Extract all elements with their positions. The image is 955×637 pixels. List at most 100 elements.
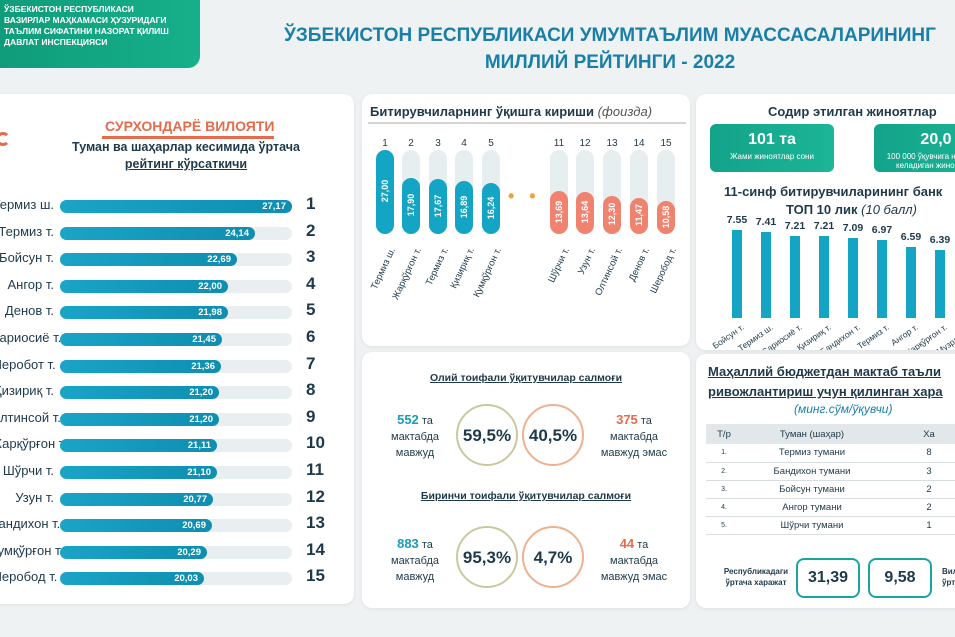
header-number: Т/р: [706, 424, 742, 444]
republic-average-value: 31,39: [796, 558, 860, 598]
higher-without-stat: 375 та мактабда мавжуд эмас: [584, 412, 684, 461]
first-without-count: 44: [619, 536, 635, 551]
budget-unit: (минг.сўм/ўқувчи): [794, 402, 893, 416]
first-category-title: Биринчи тоифали ўқитувчилар салмоғи: [362, 490, 690, 502]
top10-unit: (10 балл): [861, 202, 917, 217]
district-name: Шеробод т.: [0, 569, 58, 585]
admission-bar: [576, 192, 594, 234]
rank-number: 5: [306, 300, 316, 320]
republic-average-label-2: ўртача харажат: [725, 578, 787, 587]
top10-value: 7.09: [842, 222, 864, 234]
higher-category-title-text: Олий тоифали ўқитувчилар салмоғи: [429, 372, 623, 384]
top10-subtitle: ТОП 10 лик (10 балл): [786, 202, 917, 217]
rating-value: 24,14: [225, 227, 249, 239]
admission-title-underline: [368, 122, 686, 124]
first-with-stat: 883 та мактабда мавжуд: [380, 536, 450, 585]
rating-value: 20,69: [182, 520, 206, 532]
rank-number: 15: [306, 566, 325, 586]
higher-with-stat: 552 та мактабда мавжуд: [380, 412, 450, 461]
higher-without-text2: мавжуд эмас: [600, 447, 668, 459]
table-row: 4. Ангор тумани 2: [706, 498, 955, 517]
ranking-row: Ангор т. 22,00 4: [0, 274, 354, 298]
region-average-label-1: Вил: [942, 567, 955, 576]
rank-number: 7: [306, 353, 316, 373]
admission-title-text: Битирувчиларнинг ўқишга кириши: [370, 104, 594, 119]
ellipsis-dots: • • •: [508, 186, 562, 206]
admission-value: 12,30: [607, 202, 617, 226]
ranking-row: Сариосиё т. 21,45 6: [0, 327, 354, 351]
top10-subtitle-text: ТОП 10 лик: [786, 202, 858, 217]
table-row: 1. Термиз тумани 8: [706, 444, 955, 463]
bar-rank-number: 4: [461, 138, 467, 149]
rating-value: 22,69: [207, 254, 231, 266]
ranking-row: Жарқўрғон т. 21,11 10: [0, 433, 354, 457]
first-no-percent: 4,7%: [522, 526, 584, 588]
row-district: Бойсун тумани: [742, 480, 882, 499]
district-name: Узун т.: [15, 489, 54, 505]
admission-bar: [429, 179, 447, 234]
bar-rank-number: 5: [488, 138, 494, 149]
rank-number: 12: [306, 486, 325, 506]
row-expense: 1: [882, 516, 955, 535]
bar-rank-number: 3: [435, 138, 441, 149]
location-pin-icon: [0, 132, 10, 146]
top10-bar: [761, 232, 771, 318]
higher-without-unit: та: [640, 415, 652, 427]
row-number: 4.: [706, 498, 742, 517]
rank-number: 8: [306, 380, 316, 400]
budget-title-line2: ривожлантириш учун қилинган хара: [708, 384, 943, 399]
admission-bar: [550, 191, 568, 234]
page-title-line2: МИЛЛИЙ РЕЙТИНГИ - 2022: [484, 52, 736, 73]
row-expense: 3: [882, 462, 955, 481]
table-row: 5. Шўрчи тумани 1: [706, 516, 955, 535]
ranking-row: Шўрчи т. 21,10 11: [0, 460, 354, 484]
rating-value: 21,11: [187, 440, 211, 452]
logo-line: ВАЗИРЛАР МАҲКАМАСИ ҲУЗУРИДАГИ: [4, 15, 167, 25]
crimes-per-label: 100 000 ўқувчига нисбатан келадиган жино…: [886, 152, 955, 170]
ranking-row: Узун т. 20,77 12: [0, 487, 354, 511]
rating-bar: [60, 200, 292, 213]
row-number: 5.: [706, 516, 742, 535]
ranking-row: Қумқўрғон т. 20,29 14: [0, 540, 354, 564]
ranking-subtitle-line1: Туман ва шаҳарлар кесимида ўртача: [72, 140, 300, 154]
rank-number: 9: [306, 406, 316, 426]
logo-line: ЎЗБЕКИСТОН РЕСПУБЛИКАСИ: [4, 4, 134, 14]
top10-bar: [819, 236, 829, 318]
top10-value: 7.55: [726, 214, 748, 226]
budget-table: Т/р Туман (шаҳар) Ха 1. Термиз тумани 8 2. Б…: [706, 424, 955, 535]
region-title: СУРХОНДАРЁ ВИЛОЯТИ: [105, 118, 275, 134]
rating-value: 22,00: [198, 280, 222, 292]
rating-value: 21,45: [192, 334, 216, 345]
budget-title-line1: Маҳаллий бюджетдан мактаб таъли: [708, 364, 941, 379]
admission-value: 27,00: [380, 179, 390, 203]
district-name: Шўрчи т.: [2, 463, 54, 478]
top10-value: 7.41: [755, 216, 777, 228]
rank-number: 6: [306, 327, 316, 346]
rating-value: 20,03: [174, 573, 198, 585]
table-row: 3. Бойсун тумани 2: [706, 480, 955, 499]
bar-rank-number: 15: [660, 138, 672, 149]
budget-table-header: Т/р Туман (шаҳар) Ха: [706, 424, 955, 444]
rating-bar: [60, 545, 207, 559]
crimes-total-value: 101 та: [748, 131, 796, 148]
district-ranking-card: СУРХОНДАРЁ ВИЛОЯТИ Туман ва шаҳарлар кес…: [0, 94, 354, 604]
ranking-row: Қизириқ т. 21,20 8: [0, 380, 354, 404]
admission-bar: [657, 201, 675, 234]
first-without-text: мактабда: [610, 555, 658, 567]
rank-number: 4: [306, 273, 316, 293]
rating-value: 21,98: [198, 307, 222, 319]
teachers-card: Олий тоифали ўқитувчилар салмоғи 552 та …: [362, 352, 690, 608]
rank-number: 11: [306, 460, 324, 479]
admission-value: 17,67: [433, 194, 443, 217]
region-average-label-2: ўрт: [942, 578, 955, 587]
ranking-row: Термиз т. 24,14 2: [0, 221, 354, 245]
ranking-row: Шеробод т. 20,03 15: [0, 566, 354, 590]
admission-value: 11,47: [634, 203, 644, 227]
rating-bar: [60, 572, 204, 586]
admission-bar: [630, 198, 648, 234]
first-without-unit: та: [637, 539, 649, 551]
row-number: 1.: [706, 444, 742, 463]
top10-title: 11-синф битирувчиларининг банк: [724, 184, 943, 199]
admission-bar: [482, 183, 500, 234]
rank-number: 3: [306, 247, 316, 267]
